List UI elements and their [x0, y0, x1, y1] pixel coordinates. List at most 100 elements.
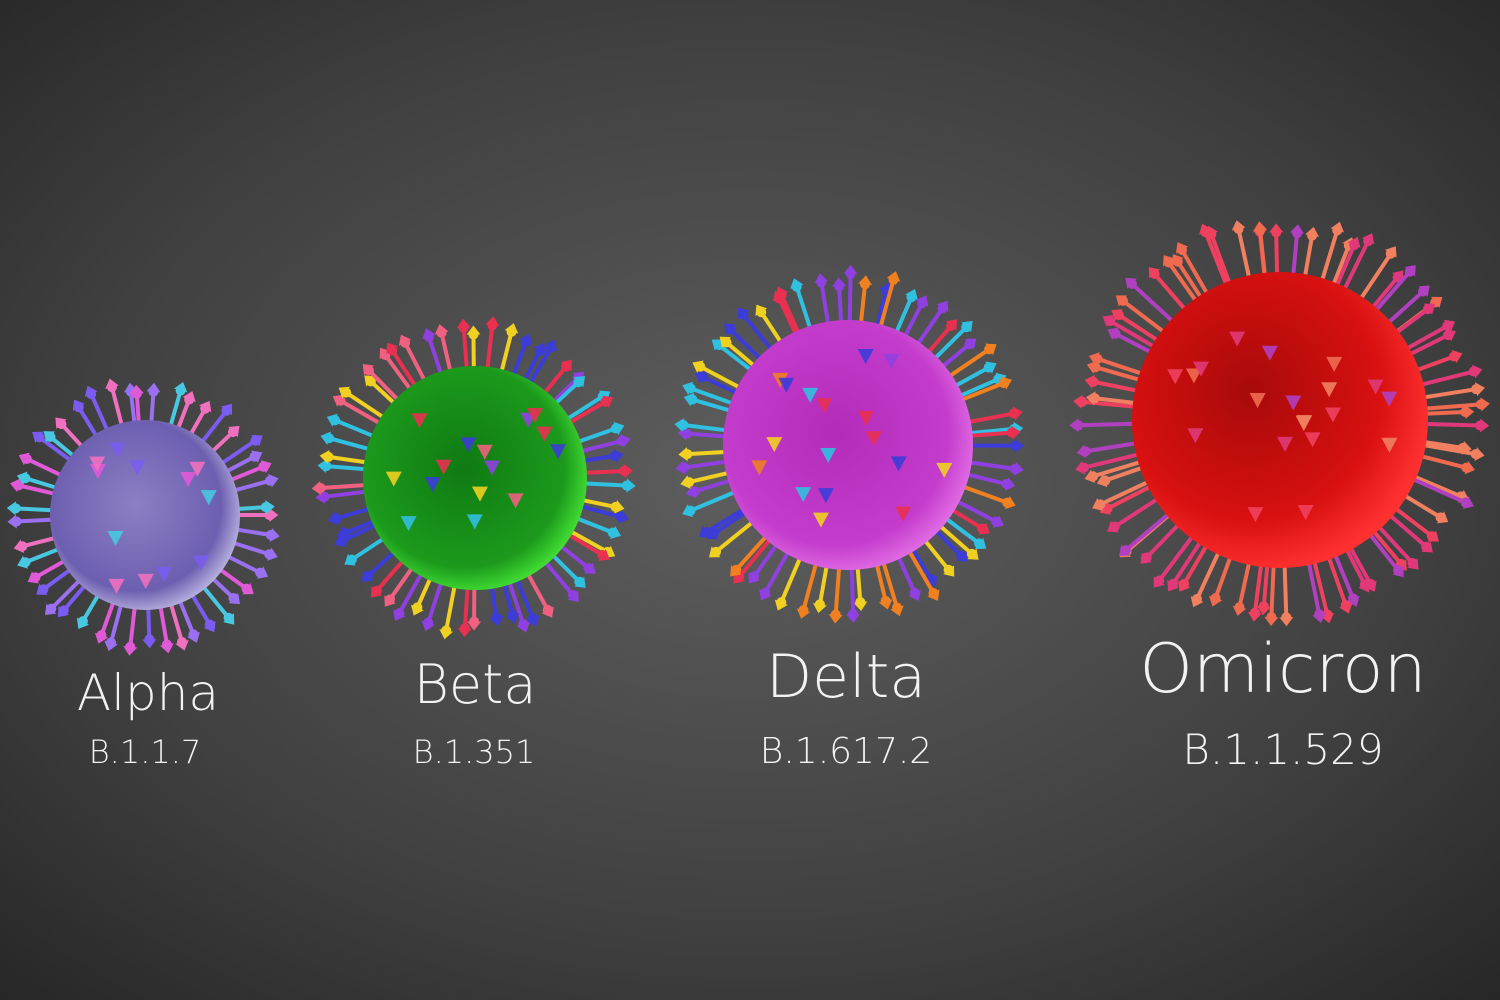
surface-spike — [424, 477, 441, 493]
spike-head — [340, 528, 351, 539]
spike-head — [892, 602, 903, 613]
spike-head — [223, 612, 234, 623]
spike-head — [1271, 227, 1282, 238]
spike-head — [814, 599, 825, 610]
surface-spike — [1304, 432, 1321, 448]
spike-head — [330, 415, 341, 426]
spike-head — [45, 431, 56, 442]
spike-head — [1078, 462, 1089, 473]
surface-spike — [1295, 416, 1312, 432]
spike-head — [678, 420, 689, 431]
spike-head — [597, 549, 608, 560]
surface-spike — [89, 463, 106, 479]
spike-head — [125, 641, 136, 652]
spike-head — [1089, 393, 1100, 404]
spike-head — [711, 546, 722, 557]
spike-head — [1460, 407, 1471, 418]
spike-head — [1105, 316, 1116, 327]
spike-head — [487, 320, 498, 331]
spike-head — [491, 612, 502, 623]
spike-head — [346, 554, 357, 565]
spike-head — [177, 636, 188, 647]
spike-head — [860, 279, 871, 290]
spike-head — [756, 307, 767, 318]
variant-name: Omicron — [1139, 630, 1426, 709]
spike-head — [1120, 545, 1131, 556]
surface-spike — [89, 456, 106, 472]
spike-head — [1340, 600, 1351, 611]
spike-head — [1192, 594, 1203, 605]
spike-head — [1314, 609, 1325, 620]
spike-head — [721, 337, 732, 348]
spike-head — [961, 322, 972, 333]
spike-head — [1426, 531, 1437, 542]
spike-head — [1163, 257, 1174, 268]
surface-spike — [484, 460, 501, 476]
spike-head — [880, 595, 891, 606]
spike-head — [1168, 578, 1179, 589]
spike-head — [260, 502, 271, 513]
spike-head — [845, 268, 856, 279]
spike-head — [600, 396, 611, 407]
spike-head — [1475, 399, 1486, 410]
virus — [674, 264, 1025, 624]
spike-head — [1009, 463, 1020, 474]
spike-head — [956, 550, 967, 561]
spike-head — [13, 480, 24, 491]
spike-head — [1088, 471, 1099, 482]
spike-head — [937, 303, 948, 314]
spike-head — [725, 324, 736, 335]
spike-head — [974, 538, 985, 549]
surface-spike — [766, 437, 783, 453]
spike-head — [1154, 575, 1165, 586]
surface-spike — [895, 506, 912, 522]
surface-spike — [193, 555, 210, 571]
spike-head — [1206, 229, 1217, 240]
spike-head — [1109, 521, 1120, 532]
spike-head — [798, 605, 809, 616]
variant-name: Alpha — [77, 664, 219, 722]
spike-head — [534, 345, 545, 356]
surface-spike — [1326, 356, 1343, 372]
spike-head — [1407, 557, 1418, 568]
spike-head — [385, 594, 396, 605]
surface-spike — [858, 410, 875, 426]
spike-head — [1281, 612, 1292, 623]
spike-head — [527, 613, 538, 624]
spike-head — [1080, 446, 1091, 457]
spike-head — [321, 461, 332, 472]
spike-head — [363, 365, 374, 376]
spike-head — [1001, 479, 1012, 490]
spike-head — [1258, 601, 1269, 612]
spike-head — [175, 385, 186, 396]
spike-head — [34, 432, 45, 443]
spike-head — [250, 435, 261, 446]
spike-head — [11, 516, 22, 527]
surface-spike — [1167, 369, 1184, 385]
spike-head — [1470, 449, 1481, 460]
spike-head — [906, 292, 917, 303]
spike-head — [977, 523, 988, 534]
spike-head — [255, 567, 266, 578]
surface-spike — [1229, 331, 1246, 347]
variant-lineage: B.1.1.529 — [1182, 725, 1383, 774]
spike-head — [1002, 497, 1013, 508]
spike-head — [264, 475, 275, 486]
surface-spike — [1321, 382, 1338, 398]
surface-spike — [1192, 361, 1209, 377]
spike-head — [561, 361, 572, 372]
spike-head — [148, 386, 159, 397]
spike-head — [38, 584, 49, 595]
spike-head — [943, 564, 954, 575]
virus — [311, 316, 636, 640]
surface-spike — [1249, 393, 1266, 409]
spike-head — [1233, 223, 1244, 234]
spike-head — [848, 608, 859, 619]
surface-spike — [795, 487, 812, 503]
spike-head — [998, 378, 1009, 389]
spike-head — [1266, 612, 1277, 623]
spike-head — [1234, 602, 1245, 613]
spike-head — [1385, 248, 1396, 259]
